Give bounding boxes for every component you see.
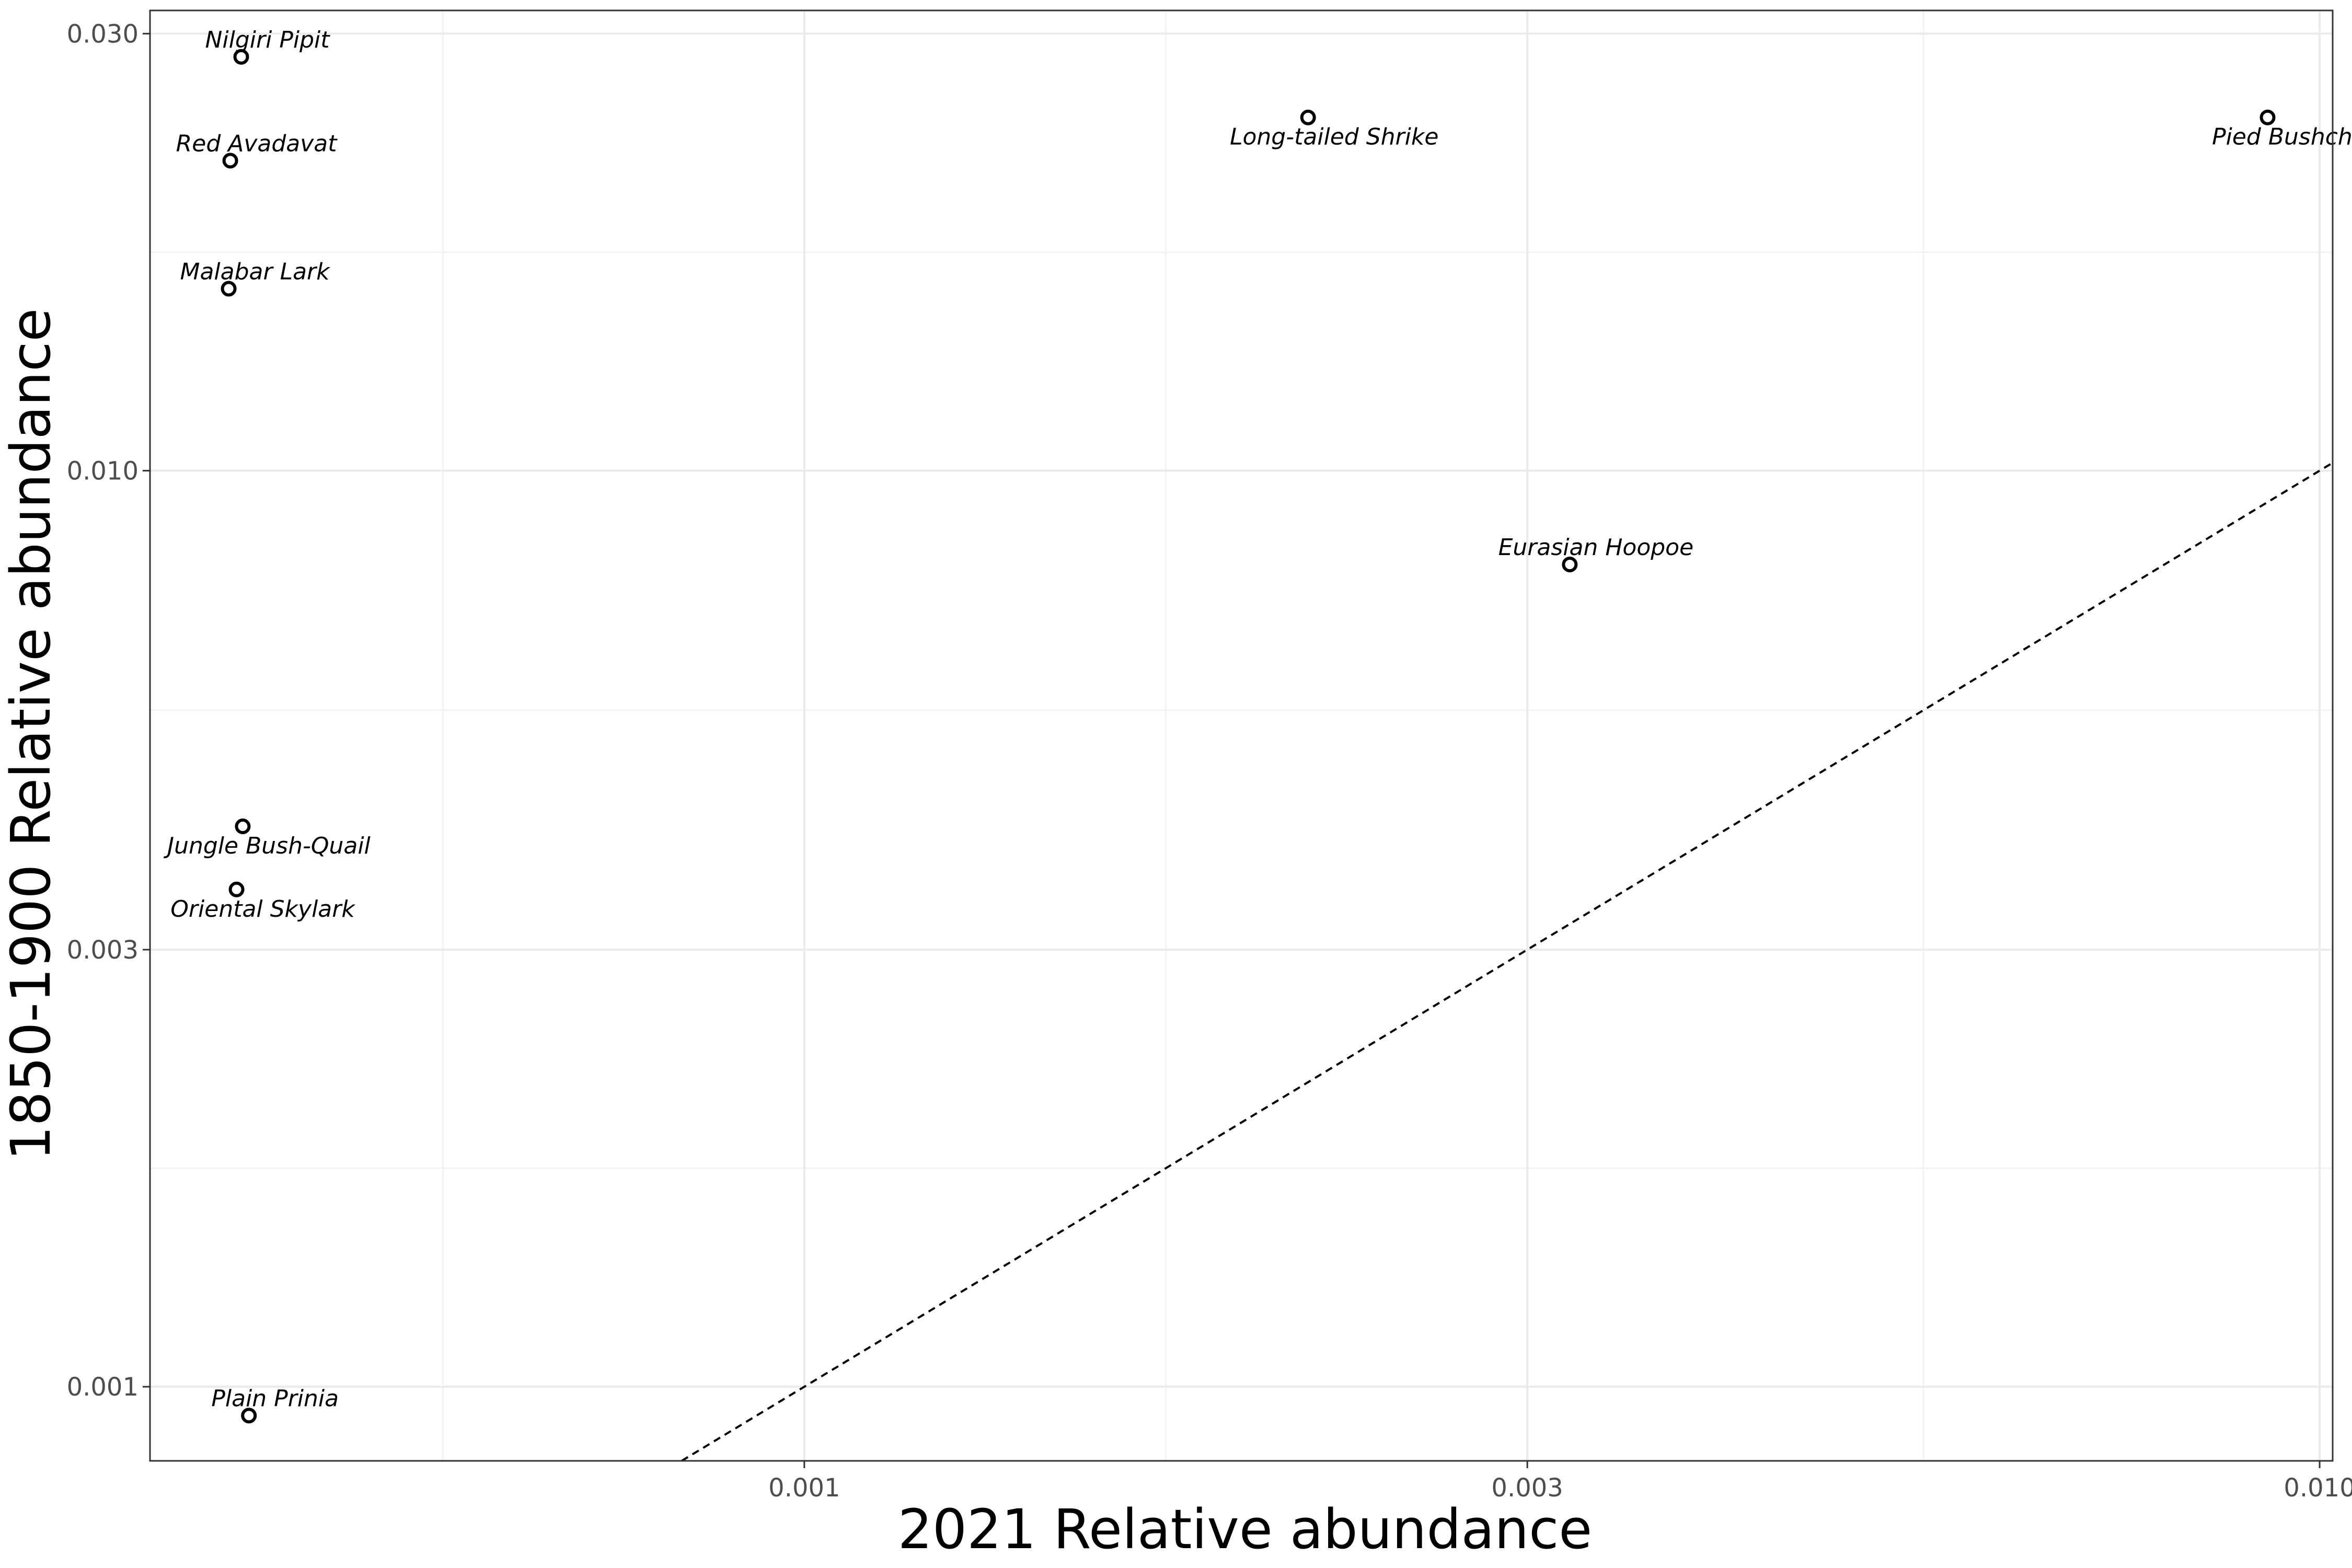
x-tick-label: 0.003 bbox=[1491, 1473, 1563, 1503]
grid bbox=[150, 10, 2333, 1461]
point-label: Plain Prinia bbox=[211, 1385, 339, 1412]
y-axis-title: 1850-1900 Relative abundance bbox=[0, 308, 63, 1161]
data-point bbox=[241, 1408, 257, 1424]
points-layer bbox=[221, 49, 2276, 1424]
data-point bbox=[233, 49, 249, 65]
point-label: Pied Bushchat bbox=[2212, 124, 2352, 151]
data-point bbox=[2259, 109, 2276, 125]
y-tick-label: 0.030 bbox=[67, 19, 139, 49]
axis-ticks: 0.001 0.003 0.010 0.001 0.003 0.010 0.030 bbox=[67, 19, 2352, 1503]
point-labels-layer: Nilgiri Pipit Red Avadavat Malabar Lark Jun… bbox=[163, 27, 2352, 1412]
point-label: Red Avadavat bbox=[176, 130, 338, 157]
point-label: Jungle Bush-Quail bbox=[163, 833, 371, 859]
y-tick-label: 0.001 bbox=[67, 1373, 139, 1402]
point-label: Nilgiri Pipit bbox=[205, 27, 331, 53]
data-point bbox=[1562, 556, 1578, 572]
identity-reference-line bbox=[681, 462, 2334, 1462]
panel-border bbox=[149, 9, 2334, 1462]
point-label: Eurasian Hoopoe bbox=[1498, 534, 1694, 561]
y-tick-label: 0.003 bbox=[67, 936, 139, 965]
x-axis-title: 2021 Relative abundance bbox=[898, 1497, 1593, 1561]
data-point bbox=[1300, 109, 1316, 125]
data-point bbox=[228, 881, 245, 897]
x-tick-label: 0.010 bbox=[2284, 1473, 2352, 1503]
point-label: Oriental Skylark bbox=[170, 896, 355, 923]
point-label: Malabar Lark bbox=[180, 258, 330, 285]
reference-line-layer bbox=[681, 462, 2334, 1462]
data-point bbox=[235, 818, 251, 835]
point-label: Long-tailed Shrike bbox=[1230, 124, 1438, 151]
y-tick-label: 0.010 bbox=[67, 457, 139, 486]
x-tick-label: 0.001 bbox=[768, 1473, 840, 1503]
data-point bbox=[221, 281, 237, 297]
data-point bbox=[222, 153, 238, 169]
